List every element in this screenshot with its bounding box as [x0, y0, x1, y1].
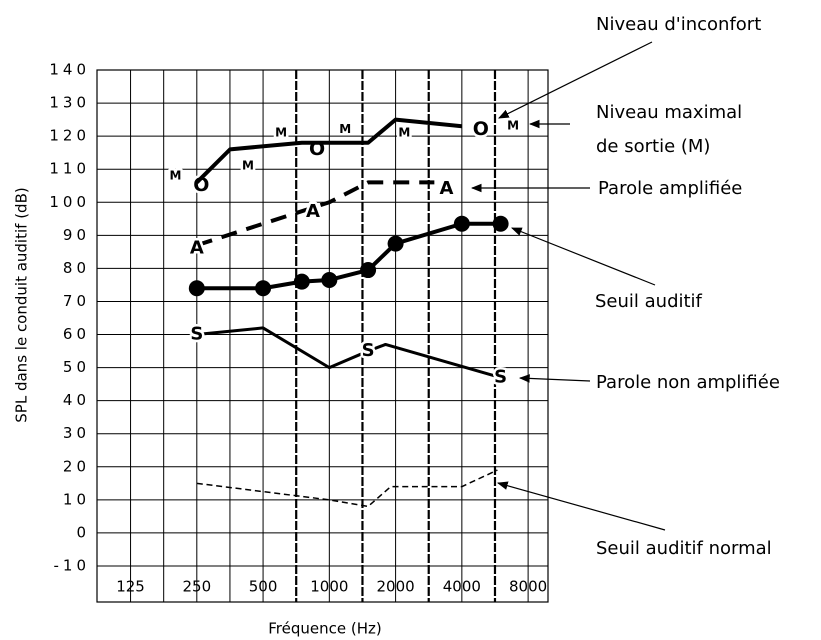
x-tick-label: 8000: [509, 578, 547, 596]
x-tick-label: 4000: [443, 578, 481, 596]
y-tick-label: 90: [63, 226, 90, 244]
marker-letter: M: [339, 122, 351, 136]
data-point: [387, 235, 404, 252]
series-line: [196, 469, 498, 508]
y-tick-label: 120: [49, 127, 90, 145]
arrow: [496, 481, 666, 531]
data-point: [188, 280, 205, 297]
y-tick-label: 0: [76, 523, 90, 541]
y-tick-label: 70: [63, 292, 90, 310]
annotation: Seuil auditif: [595, 291, 702, 312]
y-tick-label: 110: [49, 160, 90, 178]
x-axis-label: Fréquence (Hz): [268, 620, 381, 638]
series-line: [195, 117, 463, 184]
marker-letter: M: [398, 125, 410, 139]
annotation: Parole amplifiée: [598, 178, 743, 199]
series-line: [196, 180, 435, 248]
marker-letter: M: [275, 125, 287, 139]
data-point: [321, 271, 338, 288]
y-axis-label: SPL dans le conduit auditif (dB): [13, 187, 31, 422]
y-tick-label: 50: [63, 358, 90, 376]
callouts: [470, 41, 666, 531]
annotation: Niveau d'inconfort: [596, 14, 762, 35]
marker-letter: A: [439, 178, 453, 199]
y-tick-label: 60: [63, 325, 90, 343]
marker-letter: M: [242, 158, 254, 172]
annotation: Seuil auditif normal: [596, 538, 772, 559]
frame: [96, 69, 549, 603]
x-tick-label: 250: [182, 578, 211, 596]
y-tick-label: 40: [63, 391, 90, 409]
y-tick-label: 100: [49, 193, 90, 211]
x-tick-label: 500: [249, 578, 278, 596]
marker-letter: S: [494, 367, 507, 388]
marker-letter: S: [190, 324, 203, 345]
y-tick-label: 80: [63, 259, 90, 277]
y-tick-label: 130: [49, 94, 90, 112]
data-point: [293, 273, 310, 290]
x-tick-label: 1000: [310, 578, 348, 596]
x-tick-label: 2000: [376, 578, 414, 596]
marker-letter: M: [170, 168, 182, 182]
marker-letter: A: [306, 201, 320, 222]
series-line: [196, 326, 502, 379]
arrow: [518, 374, 591, 383]
arrow: [498, 41, 653, 119]
marker-letter: A: [190, 238, 204, 259]
annotation: Parole non amplifiée: [596, 372, 780, 393]
data-point: [360, 262, 377, 279]
marker-letter: S: [362, 340, 375, 361]
marker-letter: O: [473, 118, 489, 140]
y-tick-label: 20: [63, 457, 90, 475]
arrow: [510, 227, 656, 286]
data-point: [255, 280, 272, 297]
y-tick-label: 140: [49, 61, 90, 79]
grid: [97, 69, 548, 602]
y-tick-label: -10: [54, 557, 91, 575]
x-tick-label: 125: [116, 578, 145, 596]
data-point: [453, 215, 470, 232]
marker-letter: M: [507, 119, 519, 133]
series-line: [196, 221, 501, 291]
y-tick-label: 30: [63, 424, 90, 442]
data-point: [492, 215, 509, 232]
y-tick-label: 10: [63, 490, 90, 508]
annotation: Niveau maximal de sortie (M): [596, 102, 743, 157]
